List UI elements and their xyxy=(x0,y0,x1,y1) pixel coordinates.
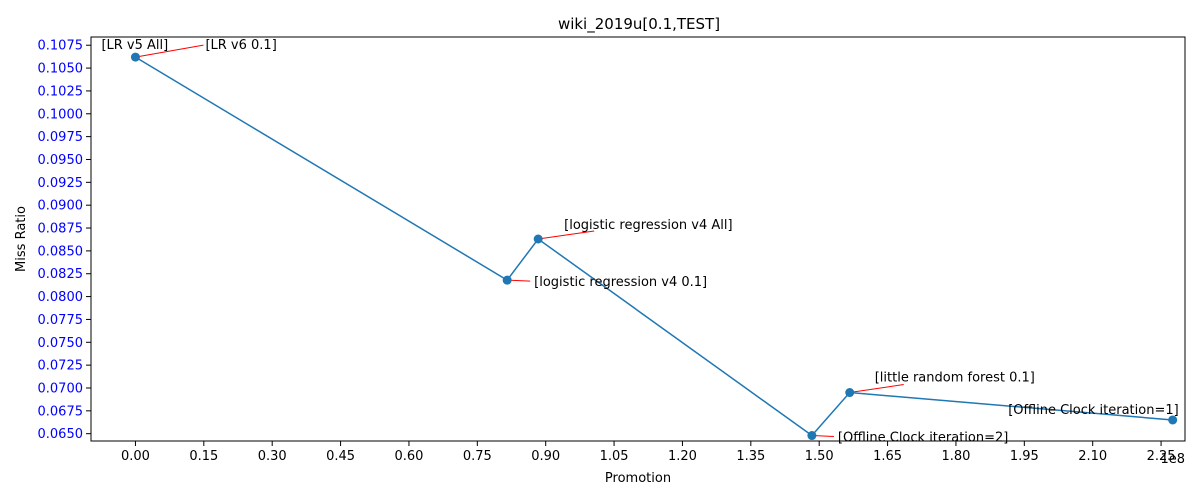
x-axis: 0.00 0.15 0.30 0.45 0.60 0.75 0.90 1.05 1.20 1.35… xyxy=(121,441,1176,464)
x-axis-offset-label: 1e8 xyxy=(1160,452,1185,467)
x-tick-label: 0.30 xyxy=(258,449,287,464)
x-tick-label: 0.00 xyxy=(121,449,150,464)
x-tick-label: 1.05 xyxy=(600,449,629,464)
annotation-label: [little random forest 0.1] xyxy=(875,371,1035,386)
annotation-leader-line xyxy=(135,44,204,58)
data-point xyxy=(130,52,140,62)
y-tick-label: 0.1000 xyxy=(38,107,84,122)
y-tick-label: 0.0875 xyxy=(38,222,84,237)
y-tick-label: 0.0975 xyxy=(38,130,84,145)
y-tick-label: 0.0950 xyxy=(38,153,84,168)
annotation-leader-line xyxy=(849,384,904,394)
series-line xyxy=(135,56,1173,437)
x-tick-label: 0.60 xyxy=(394,449,423,464)
x-tick-label: 2.10 xyxy=(1078,449,1107,464)
annotation-leader-line xyxy=(538,230,595,240)
annotation-label: [Offline Clock iteration=1] xyxy=(1008,403,1178,418)
annotation-label: [Offline Clock iteration=2] xyxy=(838,431,1008,446)
annotation-label: [LR v6 0.1] xyxy=(205,38,276,53)
y-axis-title: Miss Ratio xyxy=(14,206,29,272)
x-tick-label: 0.75 xyxy=(463,449,492,464)
y-tick-label: 0.0925 xyxy=(38,176,84,191)
plot-area xyxy=(90,36,1186,442)
y-tick-label: 0.0725 xyxy=(38,359,84,374)
y-tick-label: 0.0825 xyxy=(38,267,84,282)
x-tick-label: 1.95 xyxy=(1010,449,1039,464)
y-tick-label: 0.0675 xyxy=(38,404,84,419)
annotation-label: [LR v5 All] xyxy=(101,38,168,53)
y-tick-label: 0.1050 xyxy=(38,62,84,77)
x-tick-label: 1.35 xyxy=(736,449,765,464)
y-tick-label: 0.0775 xyxy=(38,313,84,328)
x-tick-label: 1.80 xyxy=(941,449,970,464)
x-axis-title: Promotion xyxy=(605,471,671,486)
data-points xyxy=(130,52,1178,441)
y-tick-label: 0.0850 xyxy=(38,244,84,259)
data-point xyxy=(845,388,855,398)
y-tick-label: 0.0700 xyxy=(38,381,84,396)
x-tick-label: 1.50 xyxy=(805,449,834,464)
chart-title: wiki_2019u[0.1,TEST] xyxy=(558,15,720,34)
y-axis: 0.0650 0.0675 0.0700 0.0725 0.0750 0.0775 0.08… xyxy=(38,39,91,442)
annotation-label: [logistic regression v4 All] xyxy=(564,218,732,233)
x-tick-label: 0.90 xyxy=(531,449,560,464)
annotations: [LR v5 All] [LR v6 0.1] [logistic regressi… xyxy=(101,38,1178,445)
y-tick-label: 0.0900 xyxy=(38,199,84,214)
annotation-label: [logistic regression v4 0.1] xyxy=(534,275,707,290)
annotation-leaders xyxy=(135,44,904,438)
y-tick-label: 0.1025 xyxy=(38,84,84,99)
y-tick-label: 0.1075 xyxy=(38,39,84,54)
x-tick-label: 1.65 xyxy=(873,449,902,464)
data-point xyxy=(1168,415,1178,425)
x-tick-label: 2.25 xyxy=(1147,449,1176,464)
y-tick-label: 0.0650 xyxy=(38,427,84,442)
x-tick-label: 1.20 xyxy=(668,449,697,464)
y-tick-label: 0.0800 xyxy=(38,290,84,305)
data-point xyxy=(533,234,543,244)
data-point xyxy=(807,431,817,441)
data-point xyxy=(502,275,512,285)
x-tick-label: 0.15 xyxy=(189,449,218,464)
x-tick-label: 0.45 xyxy=(326,449,355,464)
y-tick-label: 0.0750 xyxy=(38,336,84,351)
